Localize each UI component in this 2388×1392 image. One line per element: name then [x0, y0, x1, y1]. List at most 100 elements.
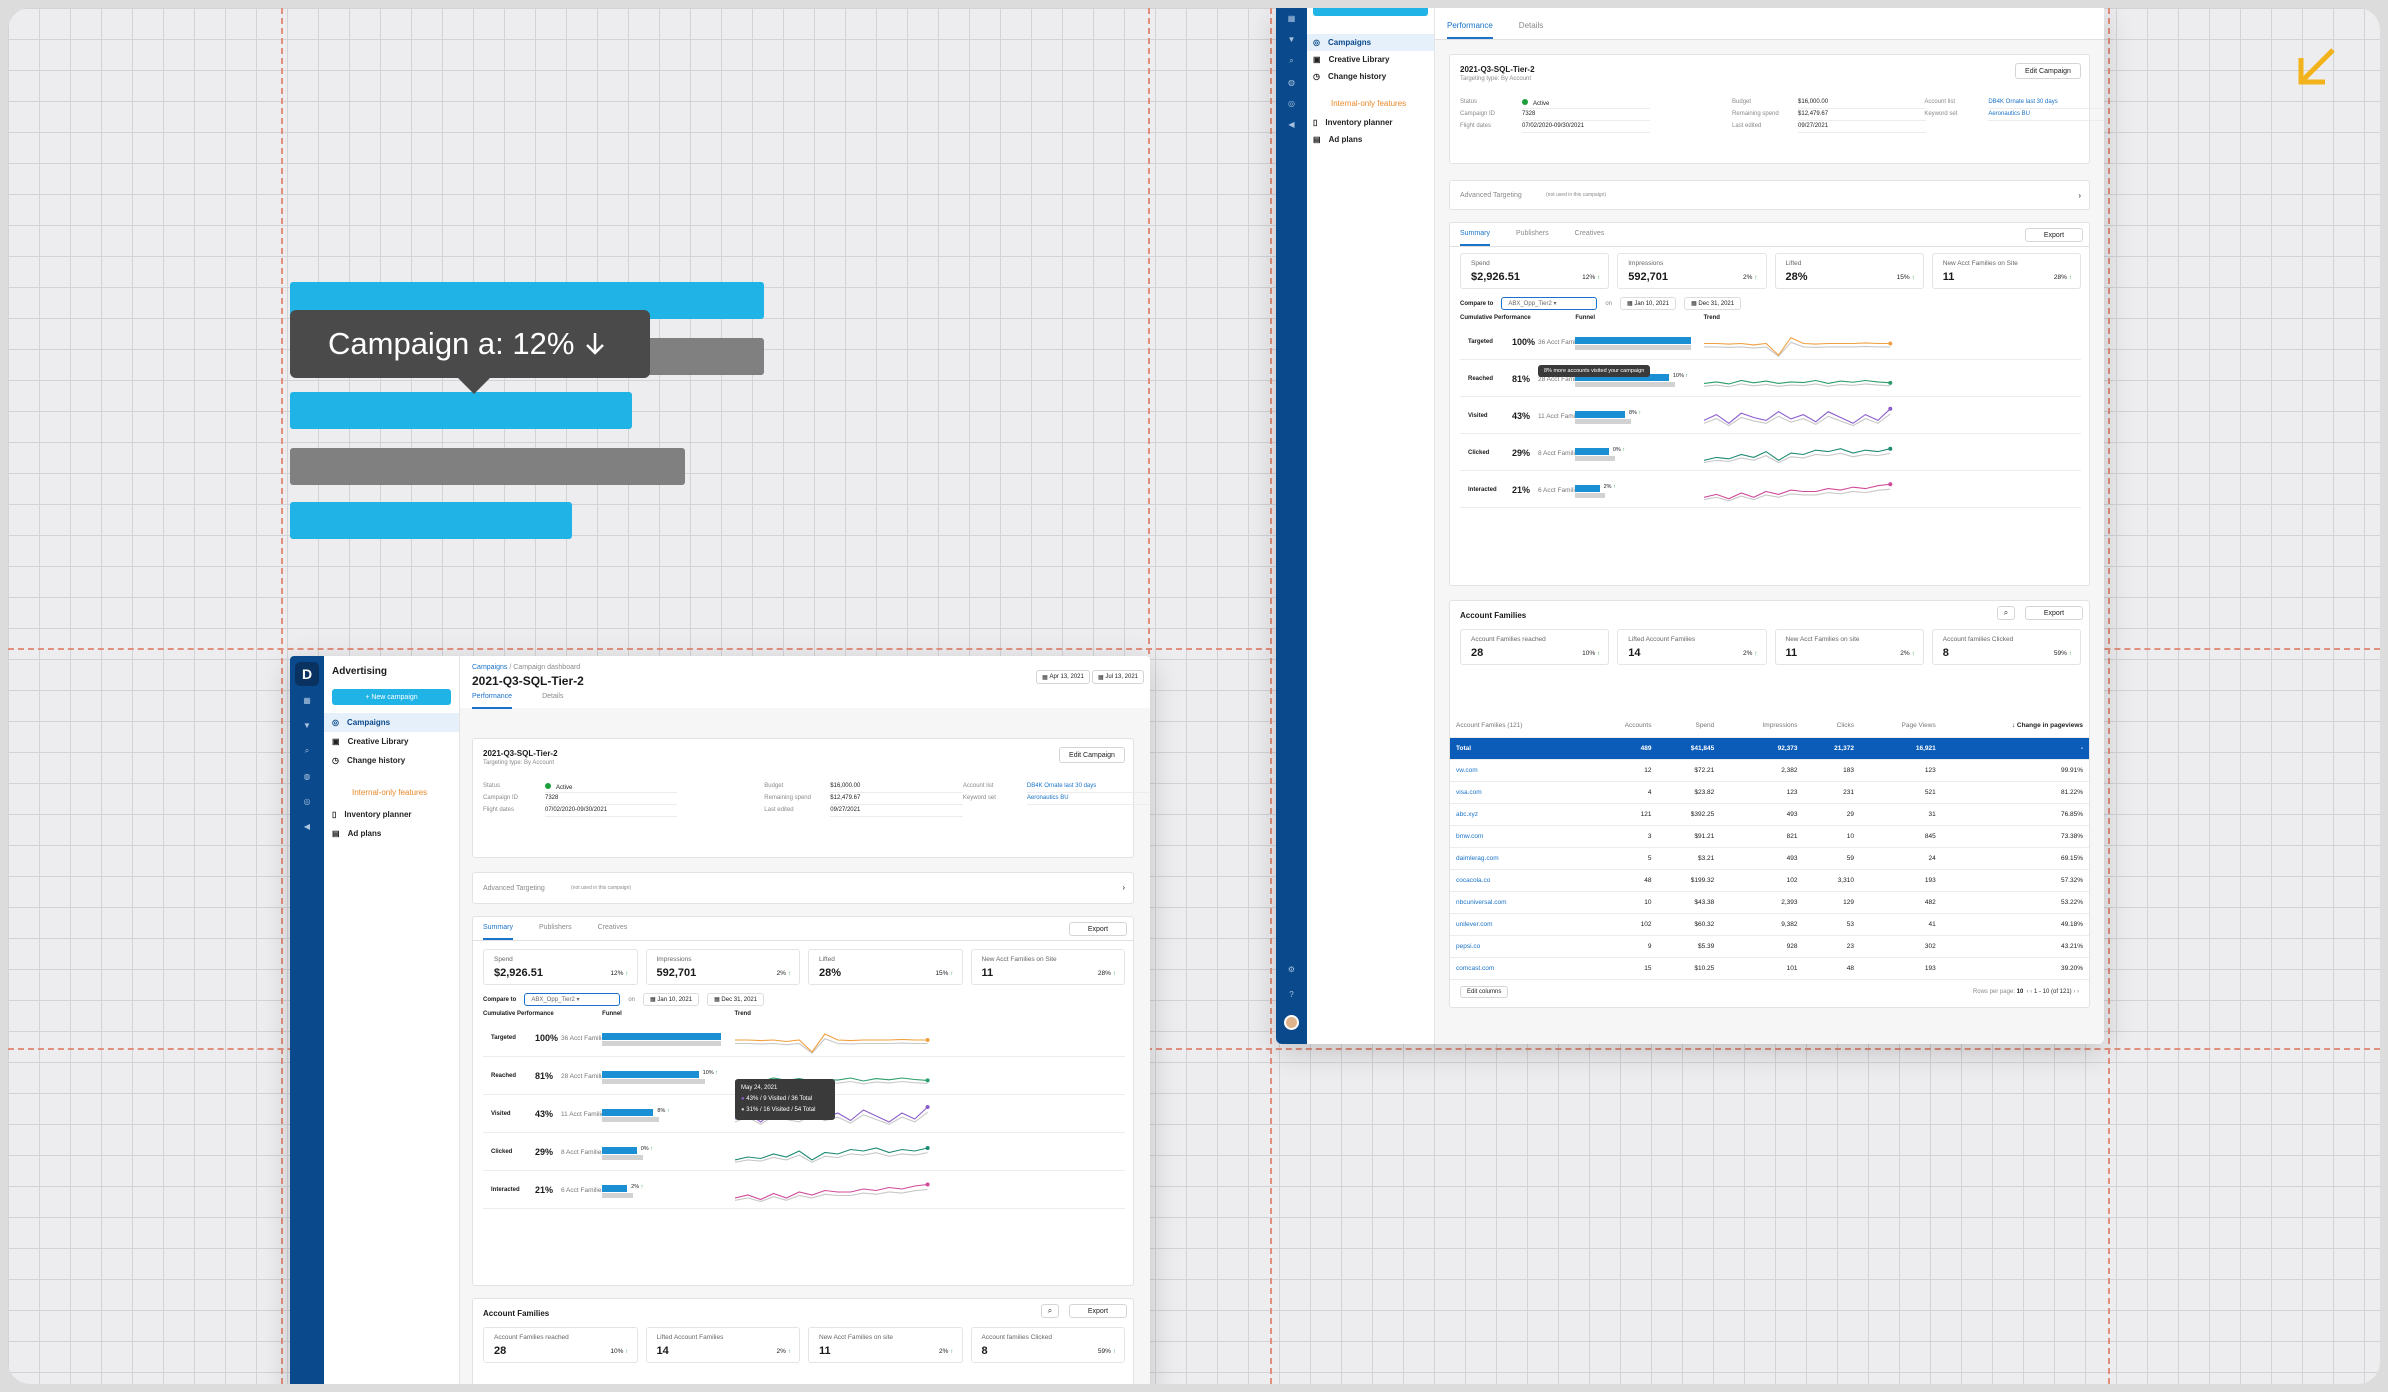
account-link[interactable]: unilever.com	[1450, 913, 1589, 936]
nav-inventory-planner[interactable]: ▯ Inventory planner	[324, 805, 459, 824]
advanced-targeting[interactable]: Advanced Targeting (not used in this cam…	[1449, 180, 2090, 210]
column-header[interactable]: Page Views	[1859, 715, 1942, 738]
breadcrumb-root[interactable]: Campaigns	[472, 664, 508, 671]
account-link[interactable]: cocacola.co	[1450, 869, 1589, 892]
table-cell: 29	[1803, 803, 1860, 826]
trend-sparkline[interactable]	[1703, 329, 1896, 358]
trend-sparkline[interactable]	[1703, 403, 1896, 432]
megaphone-icon[interactable]: ◀	[1288, 120, 1295, 129]
nav-inventory-planner[interactable]: ▯ Inventory planner	[1307, 114, 1434, 131]
tab-summary[interactable]: Summary	[1460, 223, 1490, 246]
metric-label: New Acct Families on Site	[981, 956, 1057, 963]
trend-sparkline[interactable]	[734, 1177, 934, 1207]
compare-start-date[interactable]: ▦ Jan 10, 2021	[1620, 297, 1677, 310]
table-row[interactable]: daimlerag.com 5 $3.21 493 59 24 69.15%	[1450, 847, 2089, 870]
column-header[interactable]: Clicks	[1803, 715, 1860, 738]
database-icon[interactable]: ◍	[1288, 78, 1295, 87]
account-link[interactable]: comcast.com	[1450, 957, 1589, 980]
nav-creative-library[interactable]: ▣ Creative Library	[1307, 51, 1434, 68]
tab-performance[interactable]: Performance	[1447, 14, 1493, 39]
table-row[interactable]: unilever.com 102 $60.32 9,382 53 41 49.18%	[1450, 913, 2089, 936]
table-row[interactable]: vw.com 12 $72.21 2,382 183 123 99.91%	[1450, 759, 2089, 782]
nav-campaigns[interactable]: ◎ Campaigns	[1307, 34, 1434, 51]
avatar[interactable]	[1284, 1015, 1299, 1030]
column-header[interactable]: ↓ Change in pageviews	[1941, 715, 2089, 738]
search-button[interactable]: ⌕	[1041, 1304, 1059, 1318]
field-value[interactable]: DB4K Ornate last 30 days	[1988, 99, 2058, 105]
edit-campaign-button[interactable]: Edit Campaign	[1059, 747, 1125, 763]
edit-columns-button[interactable]: Edit columns	[1460, 985, 1509, 998]
tab-performance[interactable]: Performance	[472, 686, 513, 709]
advanced-targeting[interactable]: Advanced Targeting (not used in this cam…	[472, 872, 1134, 904]
rows-per-page-select[interactable]: 10	[2016, 988, 2024, 995]
account-icon[interactable]: ▦	[1287, 14, 1296, 23]
nav-creative-library[interactable]: ▣ Creative Library	[324, 732, 459, 751]
field-value[interactable]: Aeronautics BU	[1988, 111, 2031, 117]
filter-icon[interactable]: ▼	[303, 721, 311, 730]
trend-sparkline[interactable]	[1703, 440, 1896, 469]
end-date-picker[interactable]: ▦ Jul 13, 2021	[1092, 670, 1144, 684]
account-link[interactable]: nbcuniversal.com	[1450, 891, 1589, 914]
account-link[interactable]: daimlerag.com	[1450, 847, 1589, 870]
target-icon[interactable]: ◎	[1288, 99, 1295, 108]
new-campaign-button[interactable]	[1313, 8, 1428, 16]
tab-publishers[interactable]: Publishers	[538, 924, 572, 931]
tab-creatives[interactable]: Creatives	[597, 924, 628, 931]
table-row[interactable]: abc.xyz 121 $392.25 493 29 31 76.85%	[1450, 803, 2089, 826]
settings-icon[interactable]: ⚙	[1287, 965, 1296, 974]
nav-change-history[interactable]: ◷ Change history	[324, 751, 459, 770]
start-date-picker[interactable]: ▦ Apr 13, 2021	[1036, 670, 1090, 684]
table-row[interactable]: pepsi.co 9 $5.39 928 23 302 43.21%	[1450, 935, 2089, 958]
account-link[interactable]: bmw.com	[1450, 825, 1589, 848]
nav-change-history[interactable]: ◷ Change history	[1307, 68, 1434, 85]
account-link[interactable]: visa.com	[1450, 781, 1589, 804]
arrow-up-icon: ↑	[1685, 373, 1689, 379]
export-button[interactable]: Export	[1069, 922, 1127, 936]
database-icon[interactable]: ◍	[303, 772, 311, 781]
column-header[interactable]: Impressions	[1720, 715, 1804, 738]
export-button[interactable]: Export	[2025, 606, 2083, 620]
tab-summary[interactable]: Summary	[483, 917, 513, 940]
trend-sparkline[interactable]	[734, 1139, 934, 1169]
nav-ad-plans[interactable]: ▤ Ad plans	[324, 824, 459, 843]
tab-creatives[interactable]: Creatives	[1574, 230, 1605, 237]
tab-details[interactable]: Details	[1518, 21, 1544, 30]
column-header[interactable]: Account Families (121)	[1450, 715, 1589, 738]
column-header[interactable]: Accounts	[1588, 715, 1658, 738]
trend-sparkline[interactable]	[734, 1025, 934, 1055]
new-campaign-button[interactable]: + New campaign	[332, 689, 451, 705]
table-row[interactable]: visa.com 4 $23.82 123 231 521 81.22%	[1450, 781, 2089, 804]
table-row[interactable]: nbcuniversal.com 10 $43.38 2,393 129 482 53.22…	[1450, 891, 2089, 914]
trend-sparkline[interactable]	[1703, 366, 1896, 395]
export-button[interactable]: Export	[1069, 1304, 1127, 1318]
account-icon[interactable]: ▦	[303, 696, 311, 705]
tab-details[interactable]: Details	[542, 693, 564, 700]
compare-end-date[interactable]: ▦ Dec 31, 2021	[1684, 297, 1742, 310]
account-link[interactable]: abc.xyz	[1450, 803, 1589, 826]
column-header[interactable]: Spend	[1657, 715, 1721, 738]
table-row[interactable]: bmw.com 3 $91.21 821 10 845 73.38%	[1450, 825, 2089, 848]
export-button[interactable]: Export	[2025, 228, 2083, 242]
table-row[interactable]: comcast.com 15 $10.25 101 48 193 39.20%	[1450, 957, 2089, 980]
target-icon[interactable]: ◎	[303, 797, 311, 806]
account-link[interactable]: vw.com	[1450, 759, 1589, 782]
compare-end-date[interactable]: ▦ Dec 31, 2021	[707, 993, 765, 1006]
nav-campaigns[interactable]: ◎ Campaigns	[324, 713, 459, 732]
nav-ad-plans[interactable]: ▤ Ad plans	[1307, 131, 1434, 148]
compare-select[interactable]: ABX_Opp_Tier2 ▾	[524, 993, 621, 1006]
filter-icon[interactable]: ▼	[1287, 35, 1296, 44]
megaphone-icon[interactable]: ◀	[303, 822, 311, 831]
search-button[interactable]: ⌕	[1997, 606, 2015, 620]
help-icon[interactable]: ?	[1289, 990, 1294, 999]
search-icon[interactable]: ⌕	[304, 746, 310, 755]
trend-sparkline[interactable]	[1703, 477, 1896, 506]
account-link[interactable]: pepsi.co	[1450, 935, 1589, 958]
table-row[interactable]: cocacola.co 48 $199.32 102 3,310 193 57.32%	[1450, 869, 2089, 892]
tab-publishers[interactable]: Publishers	[1515, 230, 1549, 237]
compare-start-date[interactable]: ▦ Jan 10, 2021	[643, 993, 700, 1006]
field-value[interactable]: Aeronautics BU	[1026, 795, 1069, 801]
edit-campaign-button[interactable]: Edit Campaign	[2015, 63, 2081, 79]
search-icon[interactable]: ⌕	[1289, 56, 1294, 65]
field-value[interactable]: DB4K Ornate last 30 days	[1026, 783, 1097, 789]
compare-select[interactable]: ABX_Opp_Tier2 ▾	[1501, 297, 1598, 310]
